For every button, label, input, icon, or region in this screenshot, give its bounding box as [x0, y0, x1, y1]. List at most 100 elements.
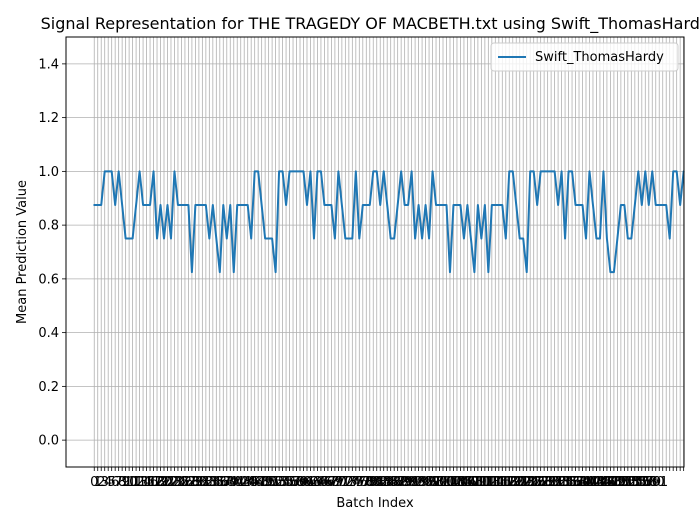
x-tick-label: 53	[271, 475, 288, 490]
y-axis-label: Mean Prediction Value	[15, 180, 30, 324]
x-tick-label: 115	[483, 475, 508, 490]
x-tick-label: 159	[636, 475, 661, 490]
x-tick-label: 20	[156, 475, 173, 490]
x-tick-label: 36	[212, 475, 229, 490]
x-tick-label: 40	[225, 475, 242, 490]
x-tick-label: 118	[493, 475, 518, 490]
x-tick-label: 77	[355, 475, 372, 490]
x-tick-label: 32	[198, 475, 215, 490]
x-tick-label: 23	[166, 475, 183, 490]
x-tick-label: 52	[267, 475, 284, 490]
x-tick-label: 152	[612, 475, 637, 490]
x-tick-label: 84	[379, 475, 396, 490]
x-tick-label: 65	[313, 475, 330, 490]
x-tick-label: 17	[145, 475, 162, 490]
x-tick-label: 93	[410, 475, 427, 490]
x-tick-label: 98	[428, 475, 445, 490]
x-tick-label: 158	[633, 475, 658, 490]
x-tick-label: 85	[382, 475, 399, 490]
x-tick-label: 64	[309, 475, 326, 490]
x-tick-label: 95	[417, 475, 434, 490]
x-tick-label: 82	[372, 475, 389, 490]
x-tick-label: 15	[138, 475, 155, 490]
x-tick-label: 161	[643, 475, 668, 490]
x-tick-label: 130	[535, 475, 560, 490]
x-tick-label: 136	[556, 475, 581, 490]
x-tick-label: 49	[257, 475, 274, 490]
x-tick-label: 140	[570, 475, 595, 490]
x-tick-label: 61	[299, 475, 316, 490]
x-axis-label: Batch Index	[336, 496, 414, 511]
y-tick-label: 1.0	[38, 165, 59, 180]
x-tick-label: 113	[476, 475, 501, 490]
y-tick-label: 1.4	[38, 57, 59, 72]
x-tick-label: 148	[598, 475, 623, 490]
x-tick-label: 143	[581, 475, 606, 490]
x-tick-label: 74	[344, 475, 361, 490]
x-tick-label: 81	[368, 475, 385, 490]
x-tick-label: 147	[595, 475, 620, 490]
x-tick-label: 46	[246, 475, 263, 490]
x-tick-label: 122	[507, 475, 532, 490]
y-tick-label: 0.2	[38, 380, 59, 395]
series-line-swift-thomashardy	[93, 170, 685, 274]
x-tick-label: 153	[615, 475, 640, 490]
x-tick-label: 114	[479, 475, 504, 490]
x-tick-label: 48	[253, 475, 270, 490]
x-tick-label: 12	[128, 475, 145, 490]
x-tick-label: 154	[619, 475, 644, 490]
x-tick-label: 99	[431, 475, 448, 490]
x-tick-label: 105	[448, 475, 473, 490]
x-tick-label: 83	[375, 475, 392, 490]
x-tick-label: 108	[458, 475, 483, 490]
x-tick-label: 44	[239, 475, 256, 490]
x-tick-label: 4	[104, 475, 112, 490]
x-tick-label: 55	[278, 475, 295, 490]
x-tick-label: 133	[546, 475, 571, 490]
series-line-layer	[93, 170, 685, 274]
x-tick-label: 62	[302, 475, 319, 490]
x-tick-label: 86	[386, 475, 403, 490]
x-tick-label: 22	[163, 475, 180, 490]
x-tick-label: 69	[327, 475, 344, 490]
x-tick-label: 45	[243, 475, 260, 490]
x-tick-label: 126	[521, 475, 546, 490]
x-tick-label: 79	[361, 475, 378, 490]
x-tick-label: 160	[640, 475, 665, 490]
x-tick-label: 0	[90, 475, 98, 490]
x-tick-label: 107	[455, 475, 480, 490]
x-tick-label: 151	[608, 475, 633, 490]
y-tick-label: 0.6	[38, 272, 59, 287]
x-tick-label: 97	[424, 475, 441, 490]
y-tick-label: 0.0	[38, 434, 59, 449]
x-tick-label: 131	[539, 475, 564, 490]
x-tick-label: 91	[403, 475, 420, 490]
x-tick-label: 42	[232, 475, 249, 490]
legend: Swift_ThomasHardy	[490, 42, 679, 72]
x-tick-label: 103	[441, 475, 466, 490]
x-tick-label: 75	[348, 475, 365, 490]
x-tick-label: 132	[542, 475, 567, 490]
x-tick-label: 66	[316, 475, 333, 490]
x-tick-label: 33	[201, 475, 218, 490]
plot-area-frame	[65, 36, 685, 468]
x-tick-label: 80	[365, 475, 382, 490]
x-tick-label: 90	[400, 475, 417, 490]
x-tick-label: 138	[563, 475, 588, 490]
x-tick-label: 28	[184, 475, 201, 490]
y-tick-label: 1.2	[38, 111, 59, 126]
x-tick-label: 16	[142, 475, 159, 490]
x-tick-label: 63	[306, 475, 323, 490]
x-tick-label: 50	[260, 475, 277, 490]
x-tick-label: 59	[292, 475, 309, 490]
x-tick-label: 18	[149, 475, 166, 490]
x-tick-label: 41	[229, 475, 246, 490]
x-tick-label: 157	[629, 475, 654, 490]
x-tick-label: 96	[421, 475, 438, 490]
x-tick-label: 135	[553, 475, 578, 490]
x-tick-label: 120	[500, 475, 525, 490]
x-tick-label: 89	[396, 475, 413, 490]
y-tick-label: 0.4	[38, 326, 59, 341]
legend-box	[490, 42, 679, 72]
